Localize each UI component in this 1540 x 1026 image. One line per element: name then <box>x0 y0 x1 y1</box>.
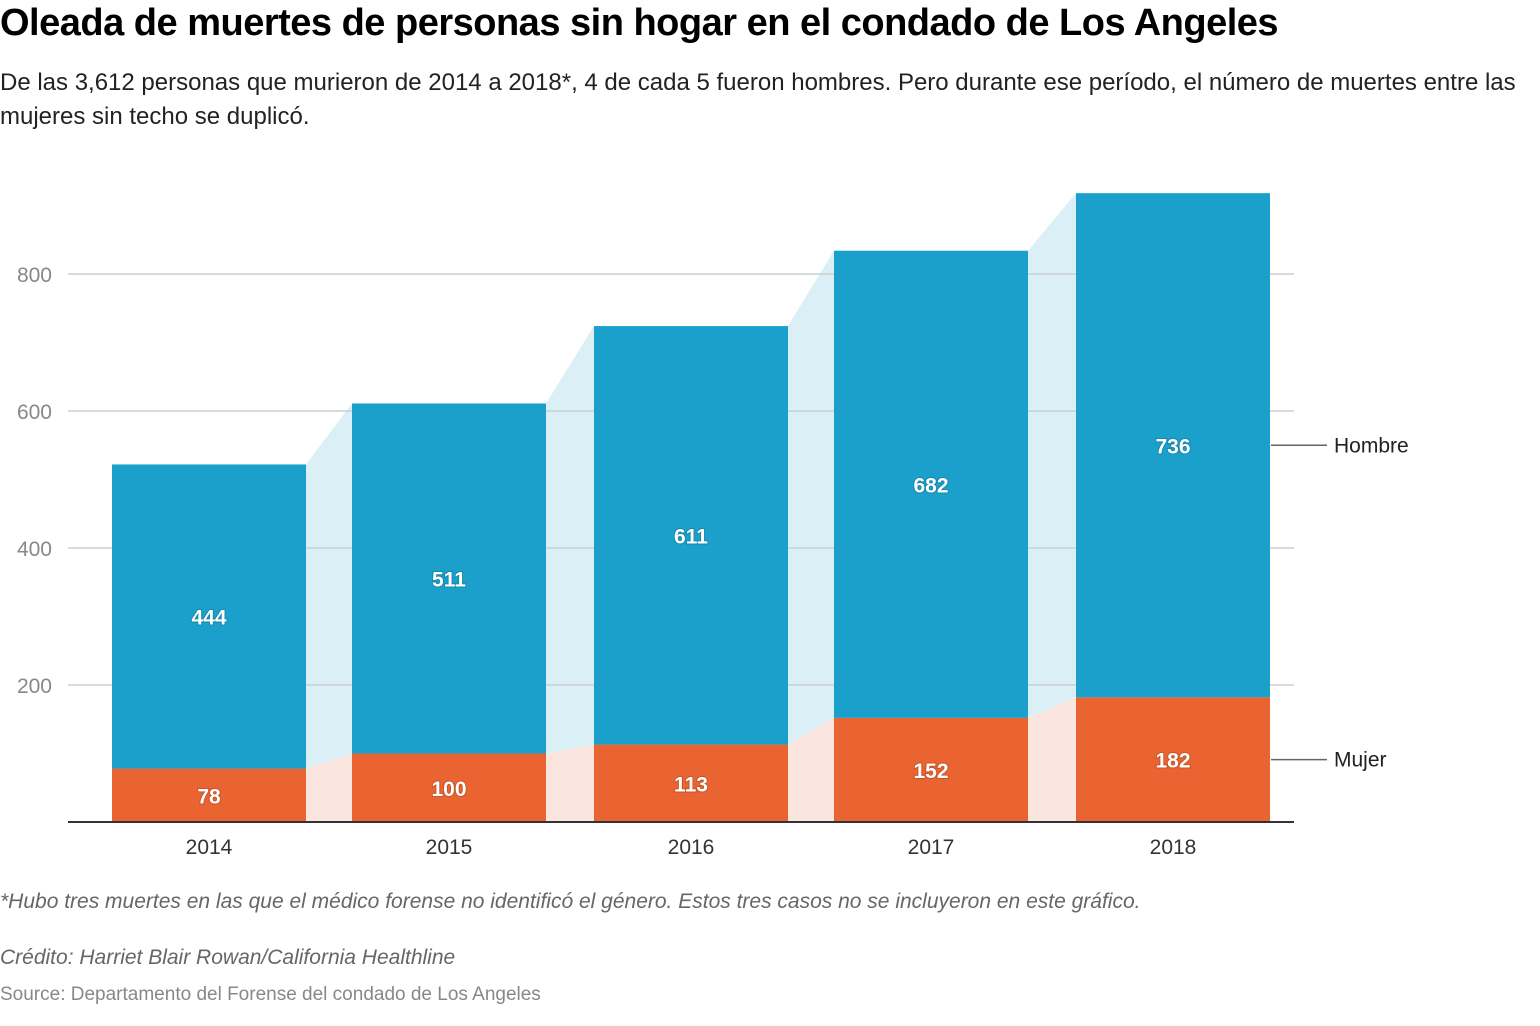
bar-mujer <box>594 744 788 822</box>
x-tick-label: 2015 <box>426 836 473 859</box>
data-label-hombre: 444 <box>191 607 226 630</box>
x-tick-label: 2014 <box>186 836 233 859</box>
bar-hombre <box>352 403 546 754</box>
bar-mujer <box>834 717 1028 822</box>
source: Source: Departamento del Forense del con… <box>0 984 541 1005</box>
y-tick-label: 800 <box>17 264 52 287</box>
legend: Hombre Mujer <box>1271 434 1409 772</box>
connector-areas <box>306 193 1076 822</box>
data-label-mujer: 113 <box>674 773 708 796</box>
data-label-hombre: 611 <box>674 525 708 548</box>
bar-mujer <box>1076 697 1270 822</box>
chart-title: Oleada de muertes de personas sin hogar … <box>0 2 1279 44</box>
y-tick-label: 600 <box>17 401 52 424</box>
data-label-hombre: 682 <box>913 474 948 497</box>
connector-area-mujer <box>306 753 352 822</box>
bar-hombre <box>112 464 306 769</box>
connector-area-hombre <box>546 326 594 754</box>
bar-mujer <box>112 768 306 822</box>
bar-hombre <box>1076 193 1270 698</box>
x-tick-label: 2016 <box>668 836 715 859</box>
data-label-mujer: 100 <box>431 778 466 801</box>
legend-label-hombre: Hombre <box>1334 434 1409 457</box>
x-axis: 2014 2015 2016 2017 2018 <box>68 821 1294 859</box>
bars <box>112 193 1270 822</box>
connector-area-hombre <box>1028 193 1076 718</box>
connector-area-hombre <box>788 250 834 745</box>
y-tick-label: 400 <box>17 538 52 561</box>
legend-label-mujer: Mujer <box>1334 749 1387 772</box>
connector-area-hombre <box>306 403 352 769</box>
x-tick-label: 2018 <box>1150 836 1197 859</box>
footnote: *Hubo tres muertes en las que el médico … <box>0 890 1141 913</box>
connector-area-mujer <box>1028 697 1076 822</box>
data-label-hombre: 511 <box>432 568 466 591</box>
credit: Crédito: Harriet Blair Rowan/California … <box>0 946 456 969</box>
bar-hombre <box>594 326 788 745</box>
x-tick-label: 2017 <box>908 836 955 859</box>
connector-area-mujer <box>788 717 834 822</box>
connector-area-mujer <box>546 744 594 822</box>
data-label-hombre: 736 <box>1155 435 1190 458</box>
chart-subtitle: De las 3,612 personas que murieron de 20… <box>0 69 1516 130</box>
bar-hombre <box>834 250 1028 718</box>
segment-labels: 78 444 100 511 113 611 152 682 182 736 <box>190 434 1191 809</box>
bar-mujer <box>352 753 546 822</box>
data-label-mujer: 152 <box>913 760 948 783</box>
data-label-mujer: 182 <box>1155 750 1190 773</box>
data-label-mujer: 78 <box>197 785 221 808</box>
y-tick-label: 200 <box>17 675 52 698</box>
